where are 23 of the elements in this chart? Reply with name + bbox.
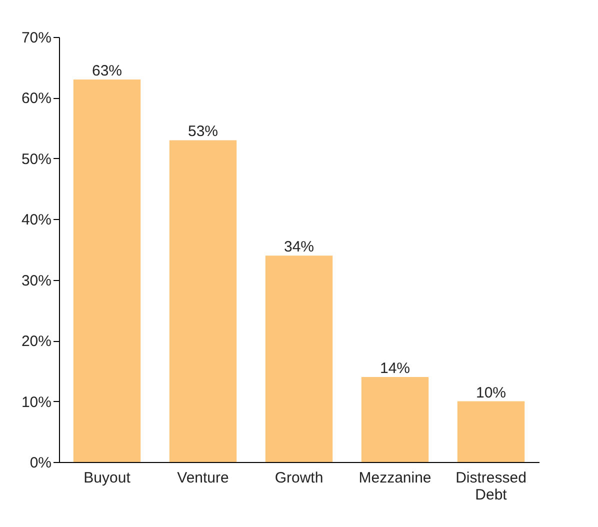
x-tick-label: Venture [177, 470, 229, 486]
data-label: 14% [380, 360, 410, 377]
y-tick-label: 20% [21, 333, 52, 350]
bar [73, 80, 141, 462]
bar [265, 256, 333, 462]
y-tick-label: 0% [30, 454, 52, 472]
bar [169, 140, 237, 462]
x-tick-label: Growth [274, 470, 324, 486]
data-label: 34% [284, 238, 314, 256]
bar [457, 401, 525, 462]
y-tick-label: 60% [21, 90, 52, 108]
y-tick-label: 50% [21, 150, 52, 168]
data-label: 63% [92, 62, 122, 80]
data-label: 53% [188, 123, 218, 140]
x-tick-label: Mezzanine [358, 470, 432, 486]
y-tick-label: 30% [21, 272, 52, 290]
y-tick-label: 10% [21, 394, 52, 411]
x-tick-label: Buyout [84, 470, 132, 486]
data-label: 10% [476, 384, 506, 402]
y-tick-label: 40% [21, 212, 52, 229]
x-tick-label: Distressed Debt [456, 470, 526, 504]
bar [361, 377, 429, 462]
y-tick-label: 70% [21, 30, 52, 46]
